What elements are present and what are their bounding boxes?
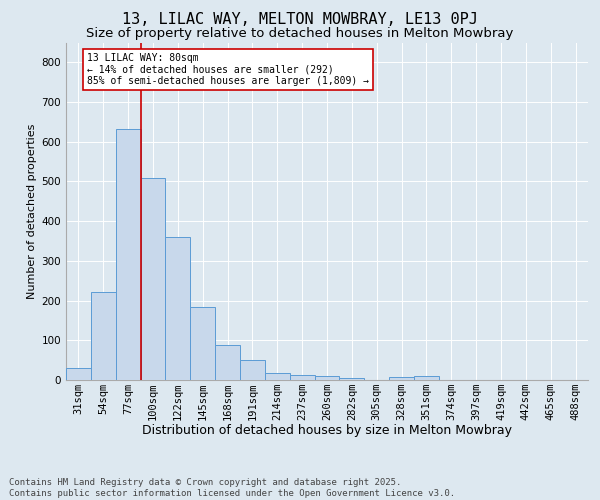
Bar	[215, 345, 240, 380]
Text: Size of property relative to detached houses in Melton Mowbray: Size of property relative to detached ho…	[86, 26, 514, 40]
Bar	[140, 178, 166, 380]
Bar	[91, 292, 116, 380]
Bar	[190, 306, 215, 380]
Bar	[265, 373, 290, 380]
Bar	[116, 129, 140, 380]
Bar	[340, 378, 364, 380]
Bar	[314, 376, 340, 380]
Bar	[290, 375, 314, 380]
Bar	[166, 237, 190, 380]
X-axis label: Distribution of detached houses by size in Melton Mowbray: Distribution of detached houses by size …	[142, 424, 512, 438]
Text: 13 LILAC WAY: 80sqm
← 14% of detached houses are smaller (292)
85% of semi-detac: 13 LILAC WAY: 80sqm ← 14% of detached ho…	[87, 52, 369, 86]
Bar	[389, 377, 414, 380]
Bar	[240, 360, 265, 380]
Text: Contains HM Land Registry data © Crown copyright and database right 2025.
Contai: Contains HM Land Registry data © Crown c…	[9, 478, 455, 498]
Text: 13, LILAC WAY, MELTON MOWBRAY, LE13 0PJ: 13, LILAC WAY, MELTON MOWBRAY, LE13 0PJ	[122, 12, 478, 28]
Bar	[66, 368, 91, 380]
Bar	[414, 376, 439, 380]
Y-axis label: Number of detached properties: Number of detached properties	[28, 124, 37, 299]
